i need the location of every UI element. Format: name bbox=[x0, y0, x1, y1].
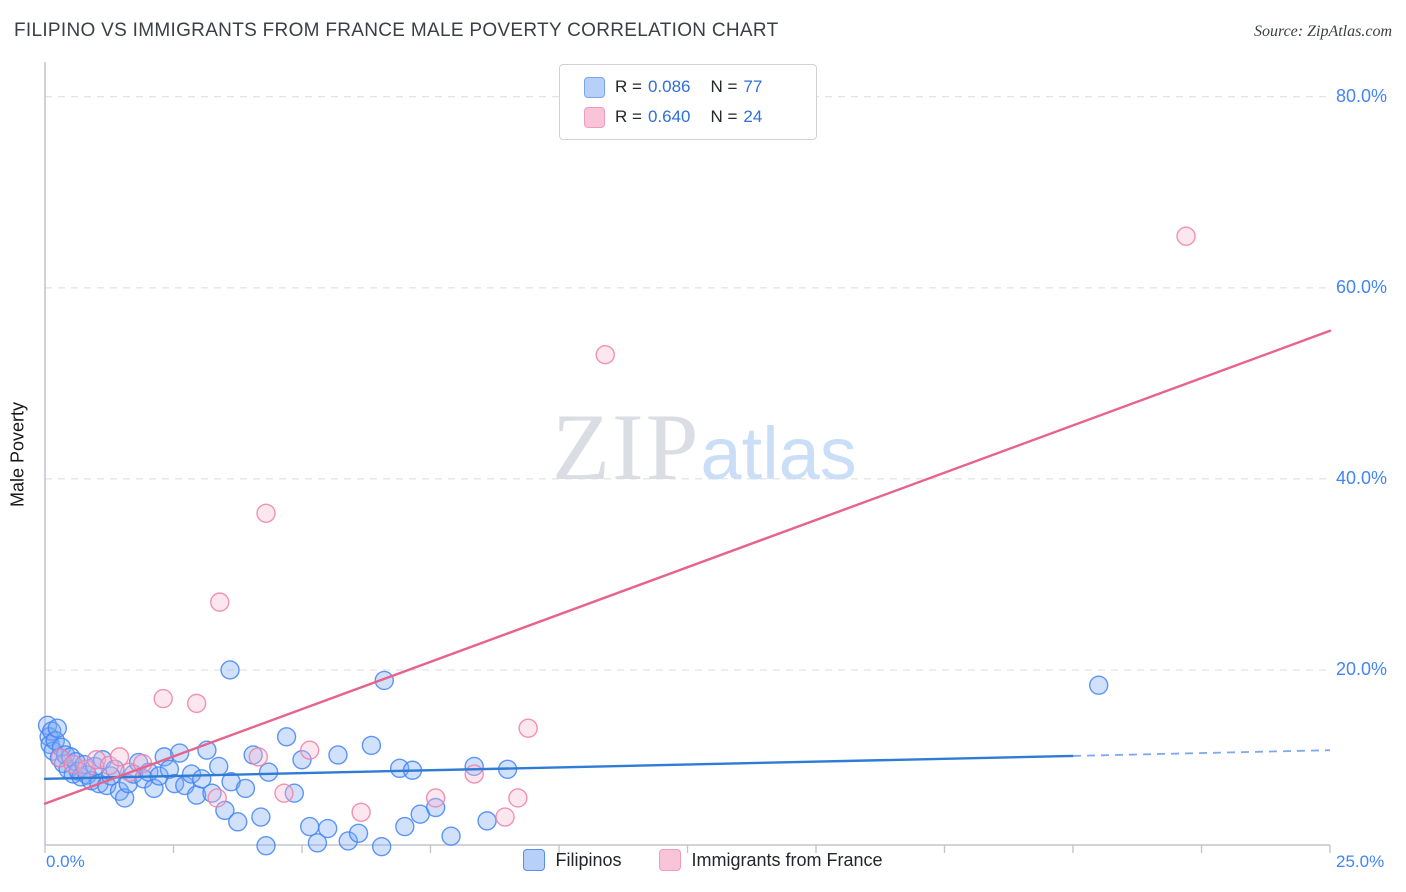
scatter-point-immigrants-from-france[interactable] bbox=[274, 783, 294, 803]
page-title: FILIPINO VS IMMIGRANTS FROM FRANCE MALE … bbox=[14, 20, 779, 41]
scatter-point-immigrants-from-france[interactable] bbox=[425, 788, 446, 808]
scatter-point-filipinos[interactable] bbox=[251, 807, 271, 827]
y-tick-label-20: 20.0% bbox=[1336, 658, 1388, 679]
scatter-point-immigrants-from-france[interactable] bbox=[210, 592, 230, 612]
scatter-point-filipinos[interactable] bbox=[338, 831, 358, 851]
scatter-point-immigrants-from-france[interactable] bbox=[109, 747, 130, 767]
scatter-point-filipinos[interactable] bbox=[181, 764, 202, 784]
scatter-point-filipinos[interactable] bbox=[47, 718, 68, 738]
x-axis-min-label: 0.0% bbox=[46, 852, 85, 871]
series-legend-label: Filipinos bbox=[555, 849, 622, 870]
r-label: R = bbox=[615, 107, 642, 126]
r-value: 0.640 bbox=[647, 107, 691, 126]
scatter-point-filipinos[interactable] bbox=[209, 756, 229, 777]
trendline-extension-filipinos bbox=[1072, 749, 1331, 757]
scatter-point-filipinos[interactable] bbox=[258, 762, 279, 782]
correlation-legend: R = 0.086 N = 77 R = 0.640 N = 24 bbox=[559, 64, 817, 140]
scatter-point-filipinos[interactable] bbox=[307, 833, 328, 853]
series-legend-item-france: Immigrants from France bbox=[659, 849, 883, 871]
x-axis-max-label: 25.0% bbox=[1336, 852, 1385, 871]
scatter-point-immigrants-from-france[interactable] bbox=[508, 788, 528, 808]
scatter-point-filipinos[interactable] bbox=[228, 812, 248, 832]
scatter-point-immigrants-from-france[interactable] bbox=[464, 764, 484, 784]
scatter-point-filipinos[interactable] bbox=[144, 778, 164, 799]
scatter-point-filipinos[interactable] bbox=[284, 783, 304, 803]
france-swatch-icon bbox=[659, 849, 682, 871]
n-value: 77 bbox=[743, 77, 763, 96]
filipinos-swatch-icon bbox=[523, 849, 546, 871]
scatter-point-filipinos[interactable] bbox=[464, 756, 484, 777]
scatter-point-immigrants-from-france[interactable] bbox=[207, 788, 227, 808]
y-tick-label-80: 80.0% bbox=[1336, 85, 1388, 106]
series-legend: Filipinos Immigrants from France bbox=[0, 849, 1406, 871]
scatter-point-filipinos[interactable] bbox=[348, 823, 369, 843]
scatter-point-filipinos[interactable] bbox=[371, 836, 392, 857]
y-tick-label-40: 40.0% bbox=[1336, 467, 1388, 488]
scatter-point-filipinos[interactable] bbox=[1088, 675, 1109, 695]
y-tick-label-60: 60.0% bbox=[1336, 276, 1388, 297]
legend-row-filipinos: R = 0.086 N = 77 bbox=[584, 74, 816, 100]
scatter-point-immigrants-from-france[interactable] bbox=[351, 802, 371, 822]
scatter-point-filipinos[interactable] bbox=[441, 826, 461, 846]
scatter-point-filipinos[interactable] bbox=[220, 660, 240, 680]
series-legend-label: Immigrants from France bbox=[691, 849, 883, 870]
scatter-point-filipinos[interactable] bbox=[235, 778, 256, 799]
scatter-point-filipinos[interactable] bbox=[318, 818, 338, 839]
scatter-point-immigrants-from-france[interactable] bbox=[495, 807, 515, 827]
trendline-immigrants-from-france bbox=[43, 329, 1332, 805]
legend-swatch-filipinos bbox=[584, 76, 605, 98]
scatter-point-filipinos[interactable] bbox=[395, 816, 415, 837]
scatter-point-filipinos[interactable] bbox=[276, 727, 297, 747]
trendline-filipinos bbox=[43, 754, 1075, 781]
source-attribution: Source: ZipAtlas.com bbox=[1253, 23, 1392, 40]
scatter-point-immigrants-from-france[interactable] bbox=[153, 688, 173, 709]
legend-swatch-france bbox=[584, 106, 605, 128]
scatter-point-filipinos[interactable] bbox=[114, 788, 135, 808]
scatter-point-immigrants-from-france[interactable] bbox=[256, 503, 276, 523]
scatter-point-filipinos[interactable] bbox=[256, 836, 276, 856]
scatter-point-filipinos[interactable] bbox=[300, 816, 320, 837]
r-label: R = bbox=[615, 77, 642, 96]
legend-row-france: R = 0.640 N = 24 bbox=[584, 104, 816, 130]
scatter-point-immigrants-from-france[interactable] bbox=[248, 747, 269, 767]
scatter-point-immigrants-from-france[interactable] bbox=[186, 693, 207, 714]
n-label: N = bbox=[710, 77, 738, 96]
scatter-point-immigrants-from-france[interactable] bbox=[595, 344, 615, 365]
r-value: 0.086 bbox=[647, 77, 691, 96]
scatter-point-immigrants-from-france[interactable] bbox=[518, 718, 538, 738]
scatter-point-filipinos[interactable] bbox=[159, 759, 180, 779]
scatter-point-immigrants-from-france[interactable] bbox=[1176, 226, 1196, 246]
n-value: 24 bbox=[743, 107, 763, 126]
n-label: N = bbox=[710, 107, 738, 126]
scatter-point-filipinos[interactable] bbox=[477, 811, 497, 831]
scatter-point-filipinos[interactable] bbox=[361, 735, 382, 756]
scatter-point-immigrants-from-france[interactable] bbox=[300, 740, 320, 760]
scatter-point-filipinos[interactable] bbox=[328, 745, 348, 765]
series-legend-item-filipinos: Filipinos bbox=[523, 849, 621, 871]
